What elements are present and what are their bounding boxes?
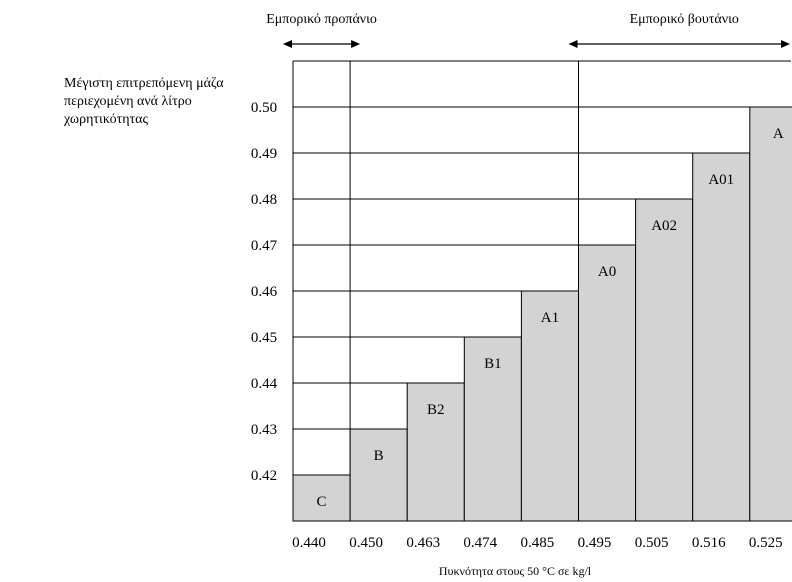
y-tick-label: 0.49 (251, 146, 277, 162)
y-axis-label-line: χωρητικότητας (63, 112, 148, 127)
x-axis-label: Πυκνότητα στους 50 °C σε kg/l (439, 564, 592, 578)
annotation-arrow-head-left (283, 40, 292, 48)
bar-labels: C B B2 B1 A1 A0 A02 A01 A (317, 126, 784, 510)
bar-label: C (317, 494, 327, 510)
bar (749, 106, 792, 522)
bar (578, 244, 637, 522)
y-tick-label: 0.46 (251, 284, 278, 300)
bar-label: B1 (484, 356, 502, 372)
bars (292, 106, 792, 522)
bar (406, 382, 465, 522)
x-tick-label: 0.525 (749, 535, 783, 551)
bar (520, 290, 580, 522)
y-axis-label-line: Μέγιστη επιτρεπόμενη μάζα (64, 76, 224, 91)
y-axis-label-line: περιεχομένη ανά λίτρο (64, 94, 192, 109)
y-tick-label: 0.42 (251, 468, 277, 484)
y-tick-label: 0.43 (251, 422, 277, 438)
bar (349, 428, 408, 522)
y-tick-label: 0.48 (251, 192, 277, 208)
x-tick-label: 0.495 (578, 535, 612, 551)
annotation-label: Εμπορικό προπάνιο (266, 12, 377, 27)
y-tick-label: 0.44 (251, 376, 278, 392)
bar-label: A01 (708, 172, 734, 188)
annotation-arrow-head-right (351, 40, 361, 48)
x-tick-label: 0.450 (349, 535, 383, 551)
bar-label: A02 (651, 218, 677, 234)
bar (463, 336, 522, 522)
annotation-arrow-head-left (568, 40, 578, 48)
annotations: Εμπορικό προπάνιο Εμπορικό βουτάνιο (266, 12, 790, 48)
y-tick-label: 0.45 (251, 330, 277, 346)
y-tick-label: 0.50 (251, 100, 277, 116)
bar-label: A1 (541, 310, 559, 326)
x-tick-label: 0.505 (635, 535, 669, 551)
bar (692, 152, 751, 522)
bar-label: B2 (427, 402, 445, 418)
bar-label: A0 (598, 264, 616, 280)
x-tick-label: 0.440 (292, 535, 326, 551)
x-tick-label: 0.474 (463, 535, 497, 551)
x-tick-label: 0.463 (406, 535, 440, 551)
x-tick-label: 0.516 (692, 535, 726, 551)
y-axis-ticks: 0.42 0.43 0.44 0.45 0.46 0.47 0.48 0.49 0.50 (251, 100, 278, 484)
y-axis-label: Μέγιστη επιτρεπόμενη μάζα περιεχομένη ανά… (63, 76, 224, 127)
x-axis-ticks: 0.440 0.450 0.463 0.474 0.485 0.495 0.505 0.516… (292, 535, 783, 551)
y-tick-label: 0.47 (251, 238, 278, 254)
bar-label: A (773, 126, 784, 142)
annotation-arrow-head-right (781, 40, 790, 48)
bar-label: B (374, 448, 384, 464)
x-tick-label: 0.485 (521, 535, 555, 551)
annotation-label: Εμπορικό βουτάνιο (630, 12, 739, 27)
bar (635, 198, 694, 522)
